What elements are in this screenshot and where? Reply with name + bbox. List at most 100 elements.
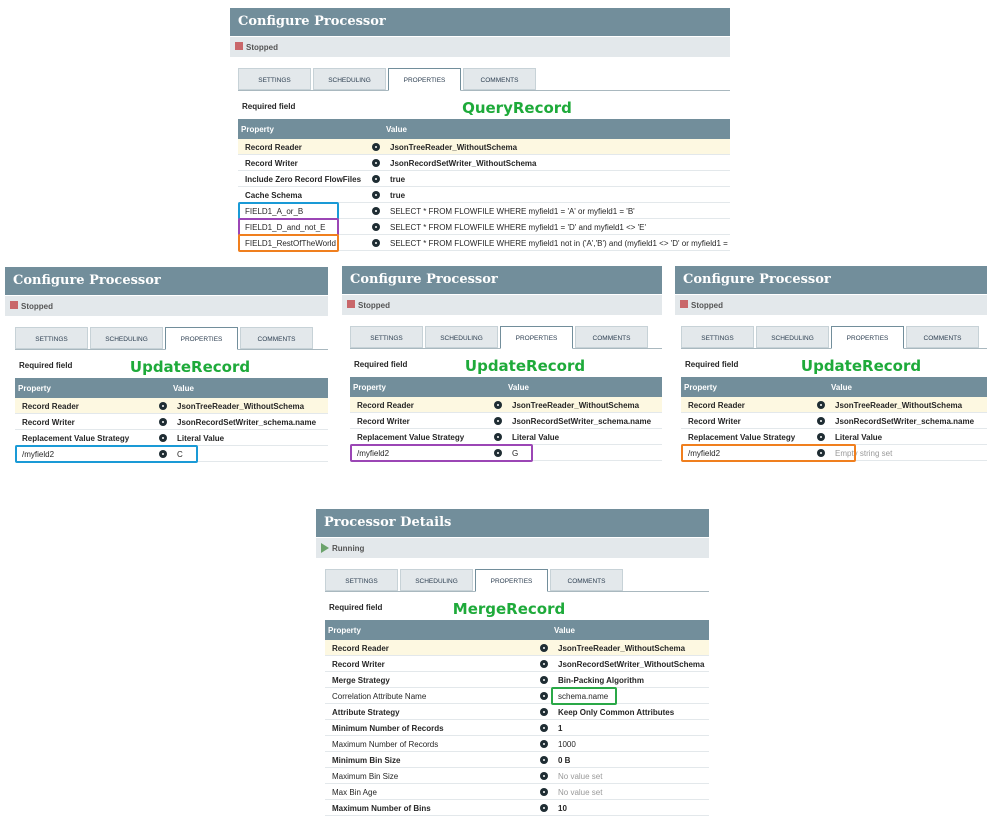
help-icon (817, 417, 825, 425)
status-text: Stopped (691, 301, 723, 310)
tab[interactable]: SETTINGS (15, 327, 88, 349)
property-value[interactable]: JsonTreeReader_WithoutSchema (177, 402, 305, 411)
property-name: Record Reader (245, 143, 302, 152)
column-header: Property (681, 377, 828, 397)
tab[interactable]: SETTINGS (238, 68, 311, 90)
tab[interactable]: SCHEDULING (313, 68, 386, 90)
tab[interactable]: COMMENTS (575, 326, 648, 348)
tab[interactable]: SETTINGS (681, 326, 754, 348)
required-field-note: Required field (354, 360, 408, 369)
property-value[interactable]: JsonRecordSetWriter_WithoutSchema (558, 660, 705, 669)
help-icon (372, 207, 380, 215)
tab[interactable]: PROPERTIES (388, 68, 461, 91)
property-value[interactable]: SELECT * FROM FLOWFILE WHERE myfield1 = … (390, 223, 647, 232)
property-value[interactable]: JsonTreeReader_WithoutSchema (558, 644, 686, 653)
dialog-title: Processor Details (316, 509, 709, 537)
property-value[interactable]: Literal Value (512, 433, 560, 442)
highlight-outline (681, 444, 856, 462)
processor-dialog: Configure Processor Stopped SETTINGS SCHEDU… (675, 266, 987, 462)
property-value[interactable]: Literal Value (835, 433, 883, 442)
column-header: Value (505, 377, 662, 397)
tab[interactable]: COMMENTS (240, 327, 313, 349)
property-row: Correlation Attribute Name schema.name (325, 688, 709, 704)
help-icon (372, 143, 380, 151)
status-text: Stopped (21, 302, 53, 311)
property-value[interactable]: No value set (558, 772, 603, 781)
tab[interactable]: PROPERTIES (500, 326, 573, 349)
property-name: FIELD1_A_or_B (245, 207, 304, 216)
tab[interactable]: COMMENTS (550, 569, 623, 591)
property-value[interactable]: Bin-Packing Algorithm (558, 676, 644, 685)
property-row: Replacement Value Strategy Literal Value (681, 429, 987, 445)
property-value[interactable]: JsonTreeReader_WithoutSchema (835, 401, 963, 410)
property-name: /myfield2 (22, 450, 55, 459)
tab[interactable]: SCHEDULING (425, 326, 498, 348)
property-name: Merge Strategy (332, 676, 390, 685)
property-name: Minimum Number of Records (332, 724, 444, 733)
tab[interactable]: SCHEDULING (400, 569, 473, 591)
property-value[interactable]: 10 (558, 804, 567, 813)
property-value[interactable]: Empty string set (835, 449, 893, 458)
processor-dialog: Configure Processor Stopped SETTINGS SCHEDU… (342, 266, 662, 462)
processor-label: UpdateRecord (464, 357, 586, 375)
status-icon (680, 300, 688, 308)
property-name: /myfield2 (357, 449, 390, 458)
required-field-note: Required field (19, 361, 73, 370)
tab[interactable]: PROPERTIES (165, 327, 238, 350)
processor-dialog: Configure Processor Stopped SETTINGS SCHEDU… (230, 8, 730, 252)
property-value[interactable]: C (177, 450, 183, 459)
tab[interactable]: COMMENTS (463, 68, 536, 90)
tab[interactable]: PROPERTIES (475, 569, 548, 592)
property-value[interactable]: G (512, 449, 519, 458)
tab[interactable]: PROPERTIES (831, 326, 904, 349)
property-name: Max Bin Age (332, 788, 377, 797)
property-value[interactable]: 0 B (558, 756, 571, 765)
tab[interactable]: SCHEDULING (756, 326, 829, 348)
highlight-outline (238, 234, 339, 252)
column-header: Value (551, 620, 709, 640)
property-name: Replacement Value Strategy (22, 434, 130, 443)
help-icon (372, 175, 380, 183)
tab[interactable]: SETTINGS (325, 569, 398, 591)
column-header: Property (350, 377, 505, 397)
property-value[interactable]: SELECT * FROM FLOWFILE WHERE myfield1 no… (390, 239, 730, 248)
tab[interactable]: SCHEDULING (90, 327, 163, 349)
property-row: Max Bin Age No value set (325, 784, 709, 800)
property-value[interactable]: JsonRecordSetWriter_schema.name (177, 418, 317, 427)
property-value[interactable]: true (390, 191, 406, 200)
help-icon (540, 740, 548, 748)
property-value[interactable]: JsonRecordSetWriter_schema.name (835, 417, 975, 426)
property-value[interactable]: Literal Value (177, 434, 225, 443)
status-bar: Stopped (230, 37, 730, 57)
property-name: /myfield2 (688, 449, 721, 458)
column-header: Property (325, 620, 551, 640)
help-icon (159, 402, 167, 410)
property-row: Include Zero Record FlowFiles true (238, 171, 730, 187)
property-name: Replacement Value Strategy (688, 433, 796, 442)
tab[interactable]: SETTINGS (350, 326, 423, 348)
help-icon (540, 772, 548, 780)
property-row: Minimum Bin Size 0 B (325, 752, 709, 768)
column-header: Value (828, 377, 987, 397)
property-row: Cache Schema true (238, 187, 730, 203)
property-value[interactable]: JsonTreeReader_WithoutSchema (512, 401, 640, 410)
property-value[interactable]: No value set (558, 788, 603, 797)
property-value[interactable]: true (390, 175, 406, 184)
tab[interactable]: COMMENTS (906, 326, 979, 348)
property-row: Attribute Strategy Keep Only Common Attri… (325, 704, 709, 720)
property-value[interactable]: schema.name (558, 692, 609, 701)
property-value[interactable]: 1000 (558, 740, 576, 749)
help-icon (494, 417, 502, 425)
property-value[interactable]: 1 (558, 724, 563, 733)
help-icon (159, 450, 167, 458)
help-icon (540, 708, 548, 716)
property-value[interactable]: JsonTreeReader_WithoutSchema (390, 143, 518, 152)
status-icon (235, 42, 243, 50)
property-value[interactable]: JsonRecordSetWriter_WithoutSchema (390, 159, 537, 168)
property-value[interactable]: SELECT * FROM FLOWFILE WHERE myfield1 = … (390, 207, 635, 216)
property-value[interactable]: JsonRecordSetWriter_schema.name (512, 417, 652, 426)
property-row: Replacement Value Strategy Literal Value (15, 430, 328, 446)
property-value[interactable]: Keep Only Common Attributes (558, 708, 675, 717)
property-row: Record Reader JsonTreeReader_WithoutSchem… (15, 398, 328, 414)
